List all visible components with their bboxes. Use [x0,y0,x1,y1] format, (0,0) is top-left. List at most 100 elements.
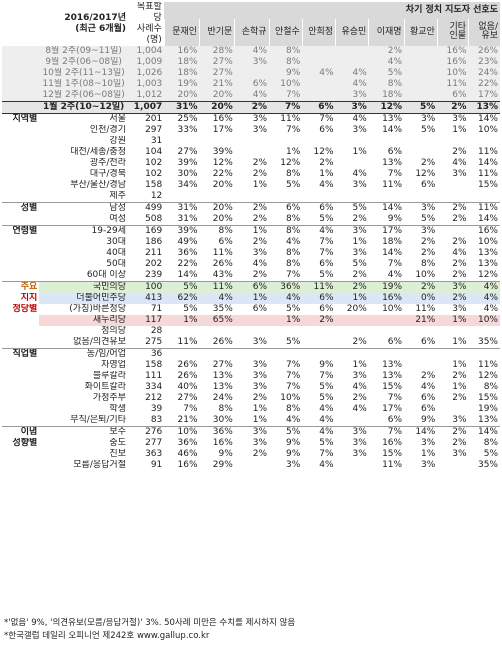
value-cell: 5% [319,214,334,224]
value-cell: 1% [437,315,469,326]
value-cell: 16% [177,460,198,470]
value-cell: 2% [452,237,467,247]
value-cell: 4% [319,460,334,470]
value-cell: 12% [212,158,233,168]
value-cell: 34% [177,180,198,190]
value-cell: 10% [477,237,498,247]
value-cell: 2% [252,449,268,459]
value-cell [302,46,336,57]
value-cell: 16% [437,46,469,57]
value-cell: 8% [368,79,405,90]
value-cell: 14% [404,426,438,438]
table-row: 10월 2주(11~13일) 1,026 18% 27% 9% 4% 4% 5% 10% 24% [2,68,500,79]
value-cell: 2% [302,315,336,326]
value-cell: 3% [234,57,270,68]
table-row: 50대 202 22% 26% 4% 8% 6% 5% 7% 8% 2% 13% [2,259,500,270]
sample-size: 36 [127,348,165,360]
row-label: 없음/의견유보 [73,337,126,347]
value-cell: 8% [199,225,235,237]
value-cell [335,46,369,57]
value-cell: 6% [218,237,233,247]
row-group-label [2,404,39,415]
row-group-label [2,326,39,337]
value-cell: 0% [404,293,438,304]
value-cell: 20% [164,90,200,102]
sample-size: 31 [150,136,163,146]
value-cell: 6% [319,304,334,314]
value-cell: 5% [368,68,405,79]
value-cell: 5% [183,304,198,314]
value-cell: 5% [286,304,301,314]
value-cell: 1% [335,293,369,304]
value-cell: 4% [302,225,336,237]
value-cell: 11% [382,180,403,190]
value-cell: 4% [302,426,336,438]
value-cell [200,191,235,203]
value-cell [335,57,369,68]
value-cell [468,348,500,360]
table-row: 부산/울산/경남 158 34% 20% 1% 5% 4% 3% 11% 6% 15% [2,180,500,191]
value-cell [164,326,199,337]
row-label: 인천/경기 [89,125,126,135]
value-cell: 13% [468,101,500,114]
value-cell: 1% [452,337,467,347]
value-cell: 7% [286,125,301,135]
table-row: 새누리당 117 1% 65% 1% 2% 21% 1% 10% [2,315,500,326]
value-cell [234,68,270,79]
value-cell: 40% [177,382,198,392]
value-cell: 18% [368,90,405,102]
value-cell: 12% [313,147,334,157]
value-cell: 22% [468,79,500,90]
value-cell: 6% [421,393,436,403]
value-cell: 5% [269,426,303,438]
value-cell: 3% [404,113,438,125]
value-cell: 25% [164,113,200,125]
value-cell: 3% [452,415,467,425]
value-cell: 4% [387,270,403,280]
value-cell: 14% [468,426,500,438]
value-cell: 2% [252,169,268,179]
value-cell: 3% [252,382,268,392]
row-group-label [2,136,39,147]
value-cell [269,348,303,360]
value-cell: 8% [286,404,301,414]
value-cell: 6% [421,180,436,190]
value-cell: 11% [477,360,498,370]
value-cell: 7% [319,371,334,381]
value-cell: 1% [352,147,367,157]
sample-size: 186 [145,237,163,247]
row-group-label [2,270,39,282]
value-cell: 17% [368,225,405,237]
table-row: 자영업 158 26% 27% 3% 7% 9% 1% 13% 1% 11% [2,360,500,371]
value-cell: 13% [212,382,233,392]
sample-size: 202 [145,259,163,269]
title-line2: (최근 6개월) [75,24,126,34]
row-group-label: 성향별 [12,438,38,448]
value-cell: 2% [452,214,467,224]
value-cell: 14% [368,202,405,214]
value-cell: 14% [468,113,500,125]
value-cell: 4% [452,248,467,258]
value-cell: 30% [177,169,198,179]
value-cell: 2% [437,202,469,214]
value-cell: 2% [252,158,268,168]
value-cell: 8% [269,225,303,237]
column-header: 손학규 [234,18,270,46]
value-cell: 3% [452,449,467,459]
value-cell: 15% [382,449,403,459]
value-cell: 26% [212,337,233,347]
table-row: 대구/경북 102 30% 22% 2% 8% 1% 4% 7% 12% 3% 11% [2,169,500,180]
value-cell: 13% [382,158,403,168]
column-header: 이재명 [368,18,405,46]
value-cell [200,136,235,147]
column-header: 문재인 [163,18,200,46]
title-cell: 2016/2017년 (최근 6개월) [2,2,128,46]
value-cell: 5% [421,125,436,135]
row-group-label [2,158,39,169]
table-row: 지지 더불어민주당 413 62% 4% 1% 4% 6% 1% 16% 0% 2% 4% [2,293,500,304]
value-cell: 39% [177,158,198,168]
value-cell: 1% [286,147,301,157]
value-cell: 33% [177,125,198,135]
value-cell: 1% [252,180,268,190]
sample-size: 201 [127,113,165,125]
